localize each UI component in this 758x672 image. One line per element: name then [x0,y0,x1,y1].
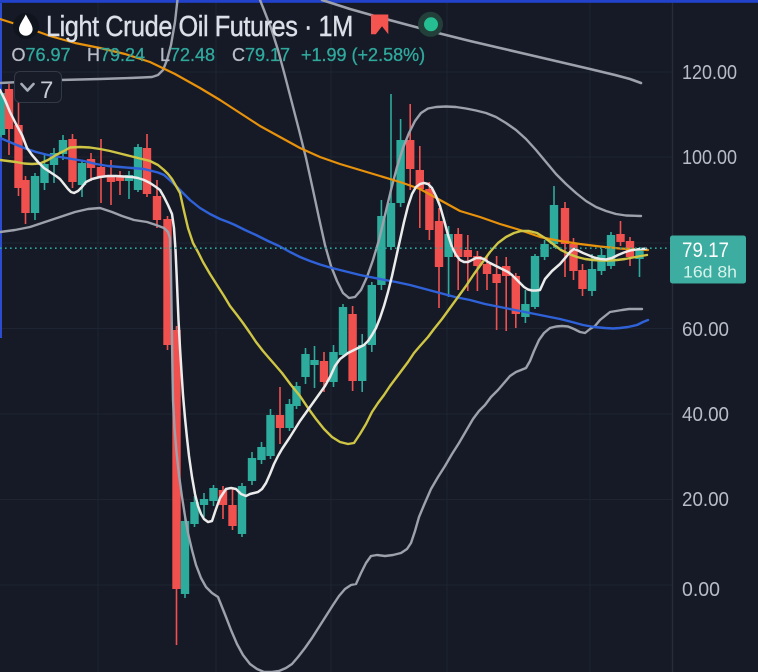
svg-text:20.00: 20.00 [682,489,729,511]
svg-text:120.00: 120.00 [682,62,737,84]
svg-text:16d 8h: 16d 8h [683,263,737,282]
svg-text:60.00: 60.00 [682,319,729,341]
svg-text:0.00: 0.00 [682,579,720,601]
svg-text:40.00: 40.00 [682,404,729,426]
svg-text:100.00: 100.00 [682,147,737,169]
svg-text:79.17: 79.17 [682,239,729,262]
